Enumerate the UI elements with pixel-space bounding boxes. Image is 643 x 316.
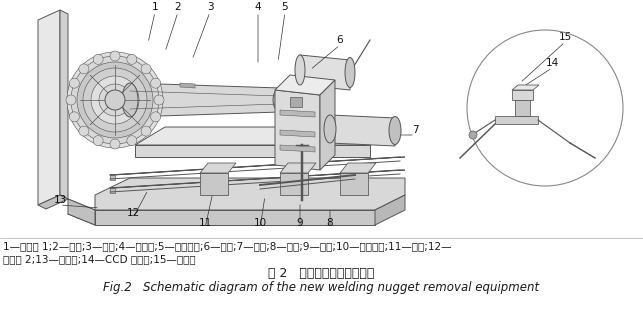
Polygon shape — [110, 175, 115, 180]
Polygon shape — [340, 163, 376, 173]
Circle shape — [83, 68, 147, 132]
Text: 5: 5 — [282, 2, 288, 12]
Circle shape — [110, 139, 120, 149]
Text: 12: 12 — [127, 208, 140, 218]
Circle shape — [93, 136, 103, 146]
Text: 8: 8 — [327, 218, 333, 228]
Polygon shape — [280, 163, 316, 173]
Polygon shape — [280, 130, 315, 137]
Circle shape — [69, 78, 79, 88]
Circle shape — [67, 52, 163, 148]
Polygon shape — [300, 55, 350, 90]
Polygon shape — [200, 163, 236, 173]
Polygon shape — [375, 195, 405, 225]
Circle shape — [79, 64, 89, 74]
Circle shape — [127, 54, 137, 64]
Ellipse shape — [324, 115, 336, 143]
Polygon shape — [180, 83, 195, 88]
Circle shape — [66, 95, 76, 105]
Polygon shape — [512, 90, 533, 100]
Circle shape — [150, 112, 161, 122]
Circle shape — [99, 84, 131, 116]
Polygon shape — [130, 83, 280, 117]
Polygon shape — [135, 145, 370, 157]
Circle shape — [141, 64, 151, 74]
Circle shape — [93, 54, 103, 64]
Ellipse shape — [389, 117, 401, 144]
Polygon shape — [200, 173, 228, 195]
Polygon shape — [60, 10, 68, 199]
Text: 1—过渡盘 1;2—轴承;3—卡盘;4—工作台;5—丝杆滑块;6—电机;7—气缸;8—导轨;9—滑块;10—升降装置;11—焊管;12—: 1—过渡盘 1;2—轴承;3—卡盘;4—工作台;5—丝杆滑块;6—电机;7—气缸… — [3, 241, 451, 251]
Polygon shape — [320, 80, 335, 170]
Polygon shape — [280, 173, 308, 195]
Text: Fig.2   Schematic diagram of the new welding nugget removal equipment: Fig.2 Schematic diagram of the new weldi… — [103, 281, 539, 294]
Ellipse shape — [295, 55, 305, 85]
Circle shape — [69, 112, 79, 122]
Polygon shape — [38, 10, 60, 205]
Polygon shape — [515, 100, 530, 116]
Text: 14: 14 — [545, 58, 559, 68]
Text: 图 2   新型焊瘪清除设备示意: 图 2 新型焊瘪清除设备示意 — [268, 267, 374, 280]
Text: 3: 3 — [206, 2, 213, 12]
Polygon shape — [275, 75, 335, 95]
Bar — [290, 97, 302, 107]
Text: 1: 1 — [152, 2, 158, 12]
Circle shape — [469, 131, 477, 139]
Polygon shape — [495, 116, 538, 124]
Polygon shape — [110, 170, 405, 188]
Text: 9: 9 — [296, 218, 303, 228]
Polygon shape — [68, 199, 95, 225]
Ellipse shape — [345, 58, 355, 88]
Ellipse shape — [122, 83, 138, 117]
Text: 2: 2 — [175, 2, 181, 12]
Polygon shape — [280, 145, 315, 152]
Polygon shape — [330, 115, 395, 146]
Text: 4: 4 — [255, 2, 261, 12]
Text: 6: 6 — [337, 35, 343, 45]
Text: 11: 11 — [199, 218, 212, 228]
Polygon shape — [280, 110, 315, 117]
Circle shape — [105, 90, 125, 110]
Polygon shape — [95, 178, 405, 210]
Circle shape — [107, 92, 123, 108]
Polygon shape — [110, 188, 115, 193]
Polygon shape — [38, 195, 68, 209]
Ellipse shape — [273, 88, 287, 112]
Circle shape — [91, 76, 139, 124]
Circle shape — [77, 62, 153, 138]
Polygon shape — [275, 90, 320, 170]
Text: 7: 7 — [412, 125, 419, 135]
Circle shape — [110, 51, 120, 61]
Polygon shape — [110, 157, 405, 175]
Circle shape — [150, 78, 161, 88]
Polygon shape — [135, 127, 400, 145]
Text: 10: 10 — [253, 218, 267, 228]
Text: 过渡盘 2;13—支撑座;14—CCD 摄像头;15—打磨机: 过渡盘 2;13—支撑座;14—CCD 摄像头;15—打磨机 — [3, 254, 195, 264]
Circle shape — [127, 136, 137, 146]
Polygon shape — [340, 173, 368, 195]
Circle shape — [71, 56, 159, 144]
Circle shape — [79, 126, 89, 136]
Text: 13: 13 — [53, 195, 67, 205]
Circle shape — [154, 95, 164, 105]
Text: 15: 15 — [558, 32, 572, 42]
Polygon shape — [512, 85, 539, 90]
Circle shape — [141, 126, 151, 136]
Polygon shape — [95, 210, 375, 225]
